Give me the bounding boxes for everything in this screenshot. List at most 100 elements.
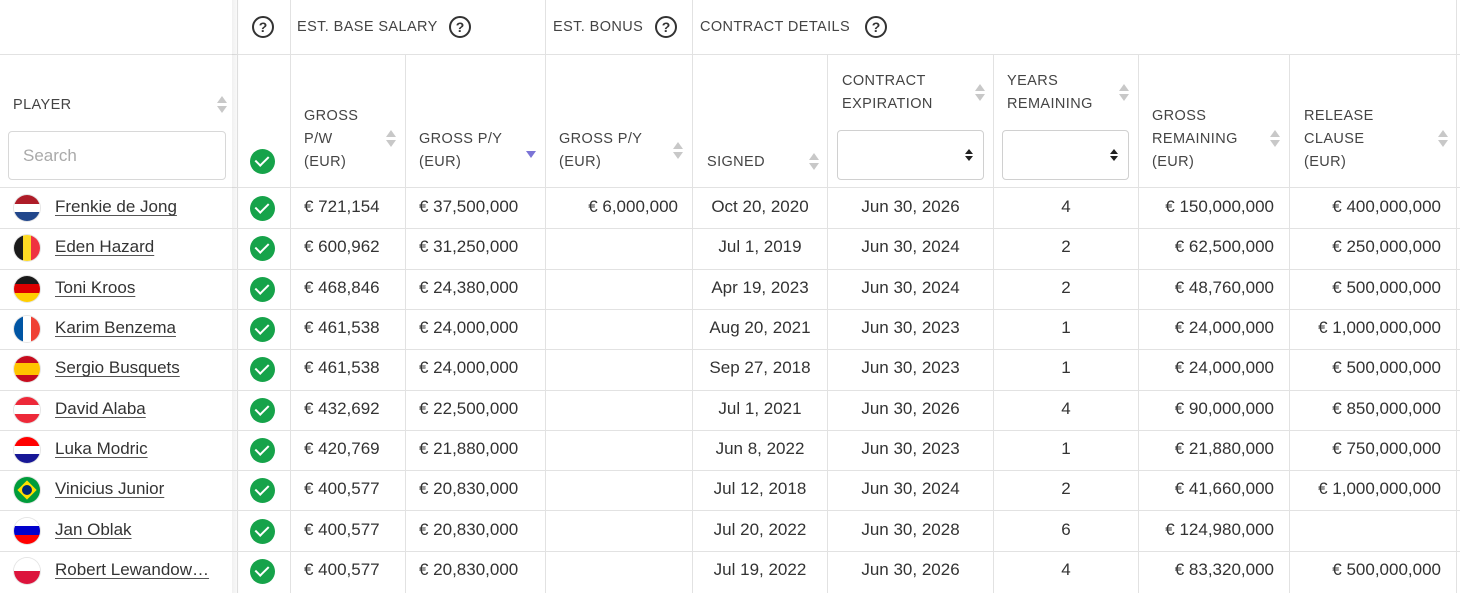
header-line: EXPIRATION (842, 96, 933, 112)
release-clause-cell: € 250,000,000 (1332, 237, 1441, 257)
row-divider (0, 470, 1460, 472)
player-link[interactable]: Luka Modric (55, 438, 148, 458)
sort-icon[interactable] (217, 94, 227, 116)
sort-desc-icon[interactable] (526, 143, 536, 165)
gross-pw-cell: € 468,846 (304, 277, 380, 297)
frozen-column-shadow (232, 0, 240, 593)
divider (1289, 54, 1290, 593)
years-remaining-cell: 4 (1061, 559, 1071, 579)
bonus-cell: € 6,000,000 (588, 197, 678, 217)
signed-cell: Jul 1, 2021 (718, 398, 802, 418)
divider (545, 0, 546, 593)
expiration-cell: Jun 30, 2023 (861, 318, 960, 338)
years-filter-select[interactable] (1002, 130, 1129, 180)
sort-icon[interactable] (1270, 128, 1280, 150)
column-header-gross-pw[interactable]: GROSS P/W (EUR) (304, 105, 358, 174)
croatia-flag-icon (14, 436, 40, 463)
germany-flag-icon (14, 275, 40, 302)
sort-icon[interactable] (386, 128, 396, 150)
release-clause-cell: € 400,000,000 (1332, 197, 1441, 217)
release-clause-cell: € 1,000,000,000 (1318, 479, 1441, 499)
header-line: GROSS (1152, 108, 1207, 124)
column-header-bonus-py[interactable]: GROSS P/Y (EUR) (559, 128, 642, 174)
divider (0, 54, 1460, 55)
expiration-cell: Jun 30, 2026 (861, 197, 960, 217)
help-icon[interactable]: ? (449, 16, 471, 38)
sort-icon[interactable] (809, 151, 819, 173)
row-divider (0, 550, 1460, 552)
player-link[interactable]: Eden Hazard (55, 237, 155, 257)
help-icon[interactable]: ? (655, 16, 677, 38)
austria-flag-icon (14, 396, 40, 423)
gross-remaining-cell: € 90,000,000 (1174, 398, 1274, 418)
column-header-gross-py[interactable]: GROSS P/Y (EUR) (419, 128, 502, 174)
search-input[interactable] (8, 131, 226, 180)
column-header-expiration[interactable]: CONTRACT EXPIRATION (842, 70, 933, 116)
sort-icon[interactable] (1438, 128, 1448, 150)
gross-py-cell: € 20,830,000 (419, 559, 519, 579)
sort-icon[interactable] (1119, 82, 1129, 104)
gross-pw-cell: € 461,538 (304, 358, 380, 378)
row-divider (0, 510, 1460, 512)
france-flag-icon (14, 316, 40, 343)
header-line: P/W (304, 131, 333, 147)
years-remaining-cell: 2 (1061, 277, 1071, 297)
header-line: REMAINING (1007, 96, 1093, 112)
column-header-years[interactable]: YEARS REMAINING (1007, 70, 1093, 116)
netherlands-flag-icon (14, 195, 40, 222)
column-header-signed[interactable]: SIGNED (707, 154, 765, 170)
gross-pw-cell: € 600,962 (304, 237, 380, 257)
release-clause-cell: € 500,000,000 (1332, 358, 1441, 378)
signed-cell: Jul 12, 2018 (713, 479, 807, 499)
column-header-gross-remaining[interactable]: GROSS REMAINING (EUR) (1152, 105, 1238, 174)
player-link[interactable]: Jan Oblak (55, 519, 132, 539)
column-header-player[interactable]: PLAYER (13, 97, 72, 113)
divider (237, 0, 238, 593)
release-clause-cell: € 500,000,000 (1332, 277, 1441, 297)
years-remaining-cell: 1 (1061, 438, 1071, 458)
player-link[interactable]: Vinicius Junior (55, 479, 165, 499)
player-link[interactable]: Frenkie de Jong (55, 197, 177, 217)
verified-check-icon (250, 276, 275, 302)
signed-cell: Aug 20, 2021 (709, 318, 811, 338)
check-all-icon[interactable] (250, 149, 275, 174)
gross-py-cell: € 37,500,000 (419, 197, 519, 217)
verified-check-icon (250, 478, 275, 504)
sort-icon[interactable] (975, 82, 985, 104)
gross-py-cell: € 20,830,000 (419, 519, 519, 539)
header-line: CLAUSE (1304, 131, 1365, 147)
help-icon[interactable]: ? (865, 16, 887, 38)
gross-pw-cell: € 420,769 (304, 438, 380, 458)
gross-remaining-cell: € 62,500,000 (1174, 237, 1274, 257)
player-link[interactable]: Toni Kroos (55, 277, 136, 297)
gross-pw-cell: € 400,577 (304, 479, 380, 499)
help-icon[interactable]: ? (252, 16, 274, 38)
header-line: GROSS P/Y (419, 131, 503, 147)
row-divider (0, 308, 1460, 310)
gross-pw-cell: € 432,692 (304, 398, 380, 418)
gross-pw-cell: € 461,538 (304, 318, 380, 338)
release-clause-cell: € 850,000,000 (1332, 398, 1441, 418)
row-divider (0, 429, 1460, 431)
signed-cell: Sep 27, 2018 (709, 358, 811, 378)
gross-remaining-cell: € 48,760,000 (1174, 277, 1274, 297)
player-link[interactable]: David Alaba (55, 398, 146, 418)
expiration-filter-select[interactable] (837, 130, 984, 180)
verified-check-icon (250, 317, 275, 343)
player-link[interactable]: Karim Benzema (55, 318, 176, 338)
gross-py-cell: € 22,500,000 (419, 398, 519, 418)
poland-flag-icon (14, 557, 40, 584)
player-link[interactable]: Sergio Busquets (55, 358, 180, 378)
signed-cell: Jul 19, 2022 (713, 559, 807, 579)
years-remaining-cell: 6 (1061, 519, 1071, 539)
sort-icon[interactable] (673, 140, 683, 162)
column-header-release-clause[interactable]: RELEASE CLAUSE (EUR) (1304, 105, 1374, 174)
signed-cell: Oct 20, 2020 (711, 197, 809, 217)
release-clause-cell: € 500,000,000 (1332, 559, 1441, 579)
signed-cell: Jul 1, 2019 (718, 237, 802, 257)
gross-remaining-cell: € 24,000,000 (1174, 358, 1274, 378)
player-link[interactable]: Robert Lewandow… (55, 559, 210, 579)
gross-pw-cell: € 400,577 (304, 519, 380, 539)
divider (692, 0, 693, 593)
